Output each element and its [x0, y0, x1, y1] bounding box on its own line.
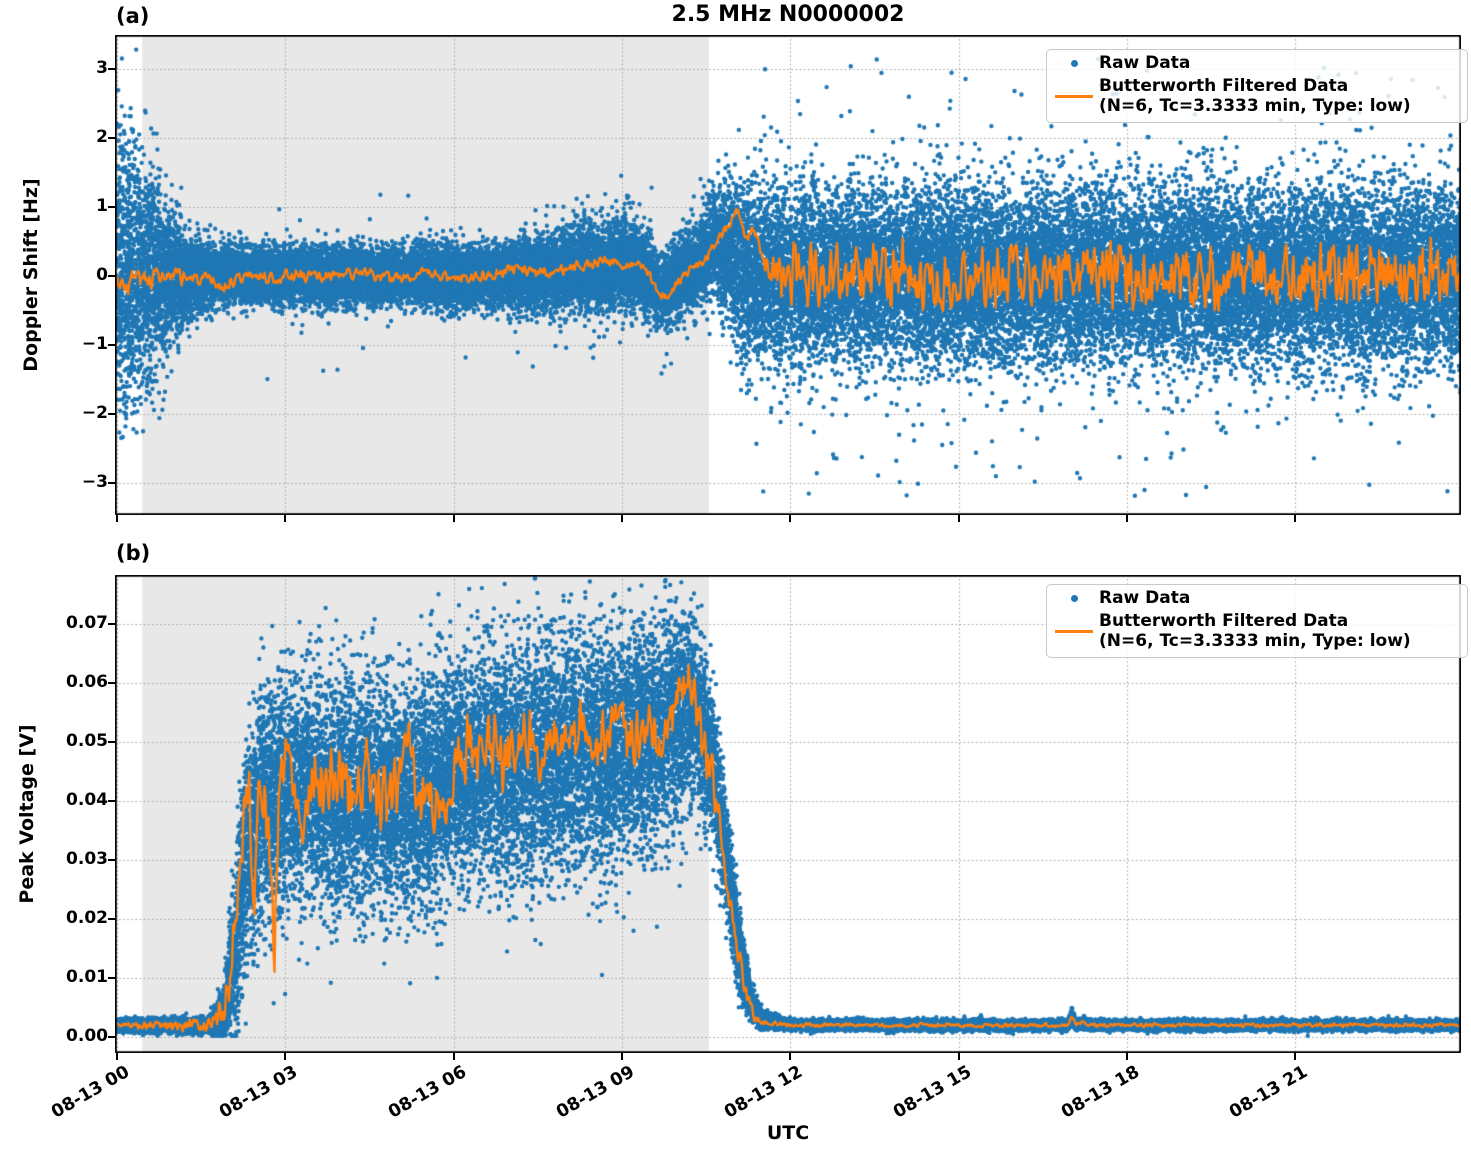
legend-filtered-line2: (N=6, Tc=3.3333 min, Type: low): [1099, 631, 1411, 652]
y-tick-label: −2: [81, 402, 108, 423]
x-tick-mark: [620, 1053, 623, 1060]
raw-data-dot-icon: [1070, 59, 1078, 67]
x-tick-mark: [1294, 1053, 1297, 1060]
x-tick-mark: [1294, 515, 1297, 522]
filtered-line-icon: [1055, 94, 1093, 99]
y-tick-mark: [108, 682, 115, 685]
filtered-line-icon: [1055, 629, 1093, 634]
legend-a: Raw Data Butterworth Filtered Data (N=6,…: [1046, 49, 1468, 124]
y-tick-label: 0.02: [66, 908, 108, 929]
legend-filtered-line1: Butterworth Filtered Data: [1099, 75, 1349, 96]
legend-filtered-line1: Butterworth Filtered Data: [1099, 610, 1349, 631]
x-tick-mark: [1125, 1053, 1128, 1060]
x-tick-mark: [116, 1053, 118, 1060]
legend-b: Raw Data Butterworth Filtered Data (N=6,…: [1046, 584, 1468, 659]
x-tick-mark: [452, 515, 455, 522]
x-tick-mark: [789, 1053, 792, 1060]
y-tick-label: 0.01: [66, 967, 108, 988]
y-tick-label: 2: [96, 127, 108, 147]
y-tick-mark: [108, 481, 115, 484]
y-tick-label: 0.07: [66, 613, 108, 634]
legend-raw-marker: [1049, 594, 1099, 602]
y-tick-mark: [108, 206, 115, 208]
panel-b-label: (b): [116, 541, 151, 565]
y-tick-label: −1: [81, 333, 108, 354]
y-tick-mark: [108, 800, 115, 803]
legend-filtered-line2: (N=6, Tc=3.3333 min, Type: low): [1099, 96, 1411, 117]
x-axis-label: UTC: [766, 1122, 810, 1144]
legend-filtered-label: Butterworth Filtered Data (N=6, Tc=3.333…: [1099, 611, 1461, 652]
y-tick-mark: [108, 977, 115, 980]
y-tick-mark: [108, 741, 115, 744]
y-tick-label: 0.06: [66, 672, 108, 693]
x-tick-mark: [789, 515, 792, 522]
y-tick-mark: [108, 68, 115, 70]
y-tick-label: −3: [81, 471, 108, 492]
y-tick-mark: [108, 918, 115, 921]
y-tick-label: 0.04: [66, 790, 108, 811]
x-tick-mark: [957, 515, 960, 522]
y-tick-mark: [108, 1035, 115, 1038]
y-tick-label: 3: [96, 58, 108, 78]
x-tick-mark: [957, 1053, 960, 1060]
y-tick-mark: [108, 412, 115, 415]
y-tick-mark: [108, 275, 115, 277]
raw-data-dot-icon: [1070, 594, 1078, 602]
x-tick-mark: [284, 1053, 287, 1060]
y-tick-mark: [108, 343, 115, 346]
legend-filtered-label: Butterworth Filtered Data (N=6, Tc=3.333…: [1099, 76, 1461, 117]
panel-a-label: (a): [116, 4, 150, 28]
legend-filtered-marker: [1049, 629, 1099, 634]
x-tick-mark: [284, 515, 287, 522]
y-tick-mark: [108, 623, 115, 626]
chart-title: 2.5 MHz N0000002: [671, 2, 905, 27]
legend-raw-label: Raw Data: [1099, 53, 1191, 73]
x-tick-mark: [452, 1053, 455, 1060]
y-tick-mark: [108, 859, 115, 862]
legend-raw-label: Raw Data: [1099, 588, 1191, 608]
x-tick-mark: [1125, 515, 1128, 522]
x-tick-mark: [116, 515, 118, 522]
y-tick-label: 0.03: [66, 849, 108, 870]
legend-filtered-marker: [1049, 94, 1099, 99]
y-tick-label: 0.05: [66, 731, 108, 752]
y-tick-label: 0.00: [66, 1025, 108, 1046]
y-tick-mark: [108, 137, 115, 139]
y-tick-label: 0: [96, 265, 108, 285]
x-tick-mark: [620, 515, 623, 522]
y-tick-label: 1: [96, 196, 108, 216]
legend-raw-marker: [1049, 59, 1099, 67]
